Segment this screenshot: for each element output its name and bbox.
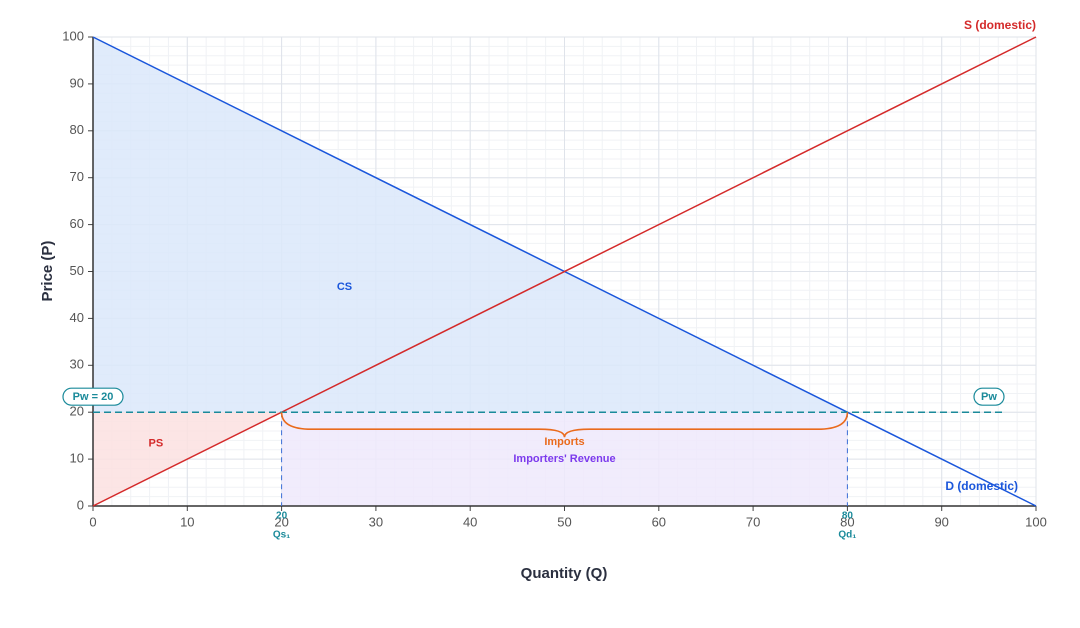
imports-label: Imports <box>544 436 584 448</box>
quantity-value: 20 <box>276 511 288 522</box>
y-tick-label: 20 <box>70 404 84 419</box>
imports-brace <box>280 412 849 438</box>
y-tick-label: 30 <box>70 357 84 372</box>
x-tick-label: 80 <box>840 514 854 529</box>
y-tick-label: 50 <box>70 263 84 278</box>
area-label: PS <box>149 437 164 449</box>
y-tick-label: 100 <box>62 28 84 43</box>
y-tick-label: 70 <box>70 169 84 184</box>
x-tick-label: 100 <box>1025 514 1047 529</box>
quantity-value: 80 <box>842 511 854 522</box>
price-label: Pw = 20 <box>73 391 114 403</box>
price-badge <box>62 387 124 406</box>
y-tick-label: 60 <box>70 216 84 231</box>
quantity-label: Qs₁ <box>273 530 290 541</box>
y-tick-label: 0 <box>77 497 84 512</box>
x-axis-title: Quantity (Q) <box>521 565 608 582</box>
x-tick-label: 30 <box>369 514 383 529</box>
x-tick-label: 10 <box>180 514 194 529</box>
x-tick-label: 70 <box>746 514 760 529</box>
x-tick-label: 50 <box>557 514 571 529</box>
area-label: Importers' Revenue <box>513 453 615 465</box>
y-tick-label: 80 <box>70 122 84 137</box>
x-tick-label: 40 <box>463 514 477 529</box>
y-tick-label: 10 <box>70 451 84 466</box>
series-label: S (domestic) <box>964 18 1036 32</box>
price-label: Pw <box>981 391 997 403</box>
x-tick-label: 20 <box>274 514 288 529</box>
series-label: D (domestic) <box>945 479 1018 493</box>
y-tick-label: 90 <box>70 75 84 90</box>
area-label: CS <box>337 281 352 293</box>
y-axis-title: Price (P) <box>39 241 56 302</box>
x-tick-label: 90 <box>934 514 948 529</box>
x-tick-label: 60 <box>652 514 666 529</box>
price-badge <box>973 387 1005 406</box>
y-tick-label: 40 <box>70 310 84 325</box>
curve <box>92 36 1037 507</box>
surplus-area <box>281 412 848 506</box>
quantity-label: Qd₁ <box>838 530 856 541</box>
x-tick-label: 0 <box>89 514 96 529</box>
